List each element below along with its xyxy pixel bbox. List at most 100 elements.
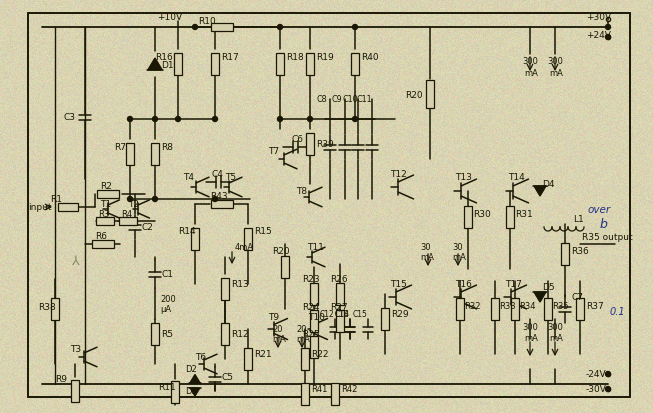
Bar — [331, 383, 339, 405]
Bar — [244, 348, 252, 370]
Text: mA: mA — [549, 334, 563, 343]
Text: C2: C2 — [141, 223, 153, 232]
Circle shape — [127, 197, 133, 202]
Text: R25: R25 — [302, 330, 319, 339]
Text: C11: C11 — [356, 95, 372, 104]
Text: T12: T12 — [390, 170, 407, 179]
Circle shape — [212, 197, 217, 202]
Text: D4: D4 — [542, 180, 554, 189]
Text: T9: T9 — [268, 313, 279, 322]
Circle shape — [176, 117, 180, 122]
Text: 20: 20 — [296, 325, 306, 334]
Circle shape — [605, 26, 611, 31]
Text: R10: R10 — [198, 17, 215, 26]
Circle shape — [605, 387, 611, 392]
Text: C10: C10 — [342, 95, 358, 104]
Bar — [51, 298, 59, 320]
Text: 300: 300 — [522, 57, 538, 66]
Text: R22: R22 — [311, 350, 328, 358]
Bar — [310, 310, 318, 332]
Bar — [506, 206, 514, 228]
Text: R13: R13 — [231, 280, 249, 289]
Circle shape — [212, 117, 217, 122]
Text: D3: D3 — [185, 387, 197, 396]
Bar — [92, 240, 114, 248]
Bar — [426, 81, 434, 109]
Text: T16: T16 — [455, 280, 472, 289]
Text: ⅄: ⅄ — [72, 255, 80, 268]
Text: C4: C4 — [212, 170, 224, 179]
Text: R16: R16 — [155, 53, 173, 62]
Text: input: input — [28, 203, 52, 212]
Bar — [306, 134, 314, 156]
Text: R1: R1 — [50, 195, 62, 204]
Text: R31: R31 — [515, 210, 533, 219]
Bar — [301, 383, 309, 405]
Text: D2: D2 — [185, 365, 197, 374]
Text: T15: T15 — [390, 280, 407, 289]
Text: C12: C12 — [319, 310, 334, 319]
Text: T3: T3 — [70, 345, 81, 354]
Circle shape — [193, 26, 197, 31]
Text: T6: T6 — [195, 353, 206, 362]
Text: -30V: -30V — [586, 385, 607, 394]
Text: R4: R4 — [121, 210, 132, 219]
Text: R23: R23 — [302, 275, 319, 284]
Bar — [221, 323, 229, 345]
Text: T14: T14 — [508, 173, 525, 182]
Text: 300: 300 — [547, 57, 563, 66]
Circle shape — [278, 26, 283, 31]
Text: R29: R29 — [391, 310, 409, 319]
Bar — [96, 218, 114, 225]
Bar — [211, 54, 219, 76]
Circle shape — [308, 117, 313, 122]
Text: C8: C8 — [317, 95, 327, 104]
Bar — [174, 54, 182, 76]
Text: T1: T1 — [100, 200, 111, 209]
Text: mA: mA — [524, 68, 538, 77]
Text: T2: T2 — [128, 200, 139, 209]
Bar — [276, 54, 284, 76]
Text: R6: R6 — [95, 232, 107, 241]
Text: R14: R14 — [178, 227, 196, 236]
Bar — [336, 283, 344, 305]
Circle shape — [278, 117, 283, 122]
Text: R12: R12 — [231, 330, 249, 339]
Text: R8: R8 — [161, 143, 173, 152]
Circle shape — [605, 36, 611, 40]
Bar — [511, 298, 519, 320]
Text: R17: R17 — [221, 53, 239, 62]
Bar — [191, 228, 199, 250]
Text: over: over — [588, 204, 611, 214]
Text: T10: T10 — [308, 313, 325, 322]
Text: L1: L1 — [573, 215, 584, 224]
Bar — [126, 144, 134, 166]
Text: R20: R20 — [405, 90, 422, 99]
Polygon shape — [534, 187, 546, 197]
Text: 20: 20 — [272, 325, 283, 334]
Bar — [544, 298, 552, 320]
Text: 30: 30 — [452, 243, 462, 252]
Text: R26: R26 — [330, 275, 347, 284]
Text: R19: R19 — [316, 53, 334, 62]
Text: C6: C6 — [291, 135, 303, 144]
Text: R34: R34 — [519, 302, 535, 311]
Bar — [381, 308, 389, 330]
Bar — [281, 256, 289, 278]
Text: T11: T11 — [307, 243, 324, 252]
Bar — [310, 336, 318, 358]
Polygon shape — [189, 375, 200, 384]
Text: +10V: +10V — [157, 14, 183, 22]
Text: C7: C7 — [571, 293, 583, 302]
Text: -24V: -24V — [586, 370, 607, 379]
Bar — [336, 310, 344, 332]
Bar — [456, 298, 464, 320]
Bar — [464, 206, 472, 228]
Text: R18: R18 — [286, 53, 304, 62]
Text: T17: T17 — [505, 280, 522, 289]
Text: μA: μA — [160, 305, 171, 314]
Text: T5: T5 — [225, 173, 236, 182]
Bar — [97, 190, 119, 199]
Text: T13: T13 — [455, 173, 472, 182]
Text: R35: R35 — [552, 302, 569, 311]
